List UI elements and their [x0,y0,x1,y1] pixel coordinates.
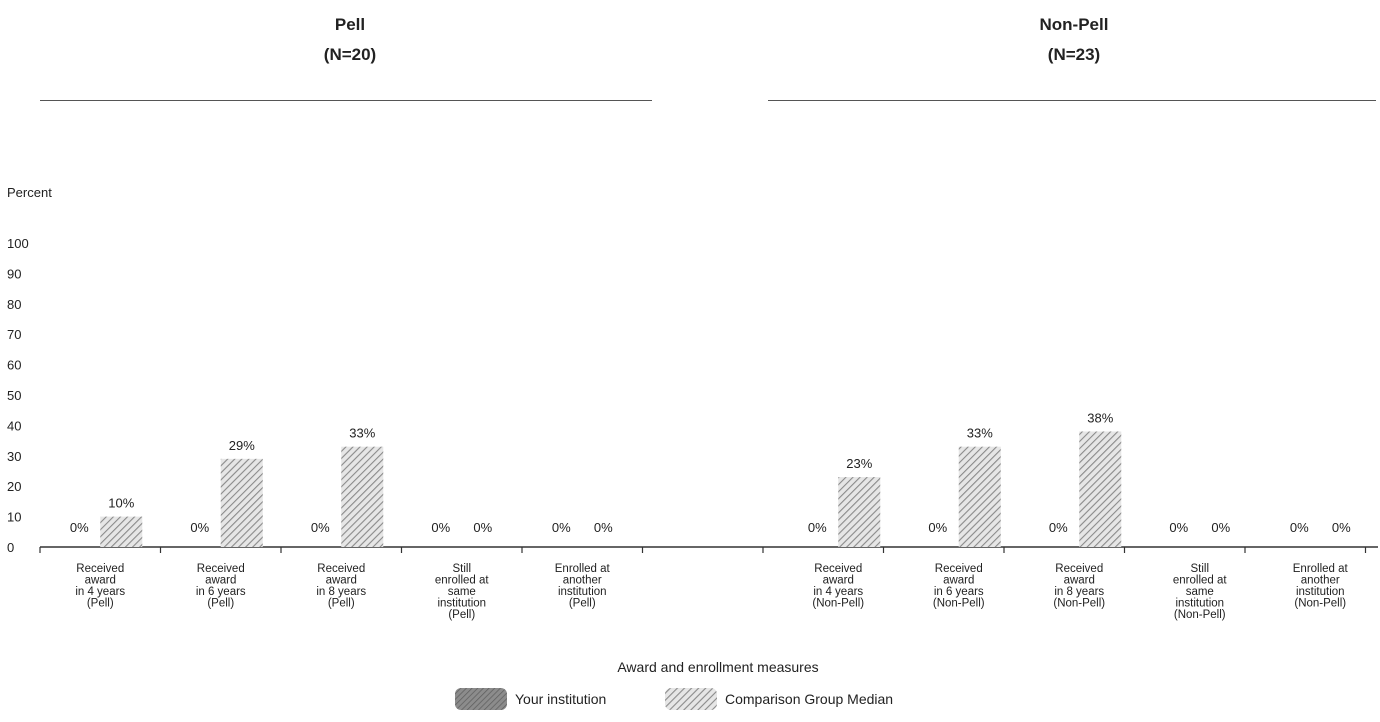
y-axis-title: Percent [7,185,52,200]
x-category-label: Still [452,563,471,575]
legend-label: Comparison Group Median [725,691,893,707]
x-category-label: Received [935,563,983,575]
x-category-label: Received [197,563,245,575]
data-label: 0% [552,520,571,535]
data-label: 23% [846,456,872,471]
x-category-label: institution [1175,598,1224,610]
legend-swatch-comparison-median [665,688,717,710]
y-tick-label: 20 [7,479,21,494]
y-tick-label: 30 [7,449,21,464]
x-category-label: enrolled at [1173,575,1228,587]
x-axis-title: Award and enrollment measures [617,659,818,675]
x-category-label: Enrolled at [555,563,611,575]
group-header-rule [768,100,1376,101]
data-label: 0% [1332,520,1351,535]
x-category-label: (Pell) [569,598,596,610]
x-category-label: Received [76,563,124,575]
x-category-label: another [563,575,602,587]
data-label: 0% [431,520,450,535]
x-category-label: institution [437,598,486,610]
group-header-non-pell: Non-Pell (N=23) [768,10,1380,70]
x-category-label: same [448,586,476,598]
data-label: 0% [808,520,827,535]
data-label: 0% [928,520,947,535]
x-category-label: Received [814,563,862,575]
bar-comparison-median [1079,431,1122,547]
x-category-label: award [943,575,974,587]
bar-comparison-median [100,516,143,547]
group-header-rule [40,100,652,101]
bar-comparison-median [220,458,263,547]
x-category-label: (Non-Pell) [812,598,864,610]
y-tick-label: 10 [7,510,21,525]
x-category-label: (Non-Pell) [933,598,985,610]
x-category-label: award [326,575,357,587]
x-category-label: another [1301,575,1340,587]
data-label: 0% [190,520,209,535]
x-category-label: Received [317,563,365,575]
data-label: 0% [473,520,492,535]
x-category-label: award [205,575,236,587]
x-category-label: award [823,575,854,587]
data-label: 33% [967,426,993,441]
x-category-label: in 6 years [934,586,984,598]
x-category-label: in 4 years [75,586,125,598]
x-category-label: Received [1055,563,1103,575]
x-category-label: (Pell) [328,598,355,610]
x-category-label: Enrolled at [1293,563,1349,575]
y-tick-label: 40 [7,418,21,433]
x-category-label: (Pell) [448,609,475,621]
group-subtitle: (N=20) [323,45,377,64]
data-label: 0% [1049,520,1068,535]
data-label: 0% [1290,520,1309,535]
x-category-label: (Pell) [207,598,234,610]
x-category-label: award [1064,575,1095,587]
y-tick-label: 60 [7,358,21,373]
data-label: 0% [1211,520,1230,535]
x-category-label: (Non-Pell) [1294,598,1346,610]
data-label: 10% [108,496,134,511]
x-category-label: institution [1296,586,1345,598]
y-tick-label: 100 [7,236,29,251]
x-category-label: institution [558,586,607,598]
legend-label: Your institution [515,691,606,707]
group-title: Non-Pell [1039,15,1109,34]
x-category-label: in 8 years [1054,586,1104,598]
bar-comparison-median [838,477,881,547]
x-category-label: award [85,575,116,587]
bar-comparison-median [958,446,1001,547]
data-label: 0% [70,520,89,535]
data-label: 38% [1087,410,1113,425]
data-label: 0% [311,520,330,535]
data-label: 0% [594,520,613,535]
y-tick-label: 50 [7,388,21,403]
bar-comparison-median [341,446,384,547]
group-title: Pell [334,15,366,34]
x-category-label: (Pell) [87,598,114,610]
x-category-label: (Non-Pell) [1053,598,1105,610]
x-category-label: (Non-Pell) [1174,609,1226,621]
y-tick-label: 70 [7,327,21,342]
data-label: 33% [349,426,375,441]
y-tick-label: 0 [7,540,14,555]
x-category-label: in 4 years [813,586,863,598]
data-label: 0% [1169,520,1188,535]
x-category-label: in 6 years [196,586,246,598]
data-label: 29% [229,438,255,453]
y-tick-label: 90 [7,266,21,281]
x-category-label: same [1186,586,1214,598]
group-subtitle: (N=23) [1047,45,1101,64]
y-tick-label: 80 [7,297,21,312]
x-category-label: enrolled at [435,575,490,587]
x-category-label: Still [1190,563,1209,575]
group-header-pell: Pell (N=20) [40,10,660,70]
legend-swatch-your-institution [455,688,507,710]
x-category-label: in 8 years [316,586,366,598]
